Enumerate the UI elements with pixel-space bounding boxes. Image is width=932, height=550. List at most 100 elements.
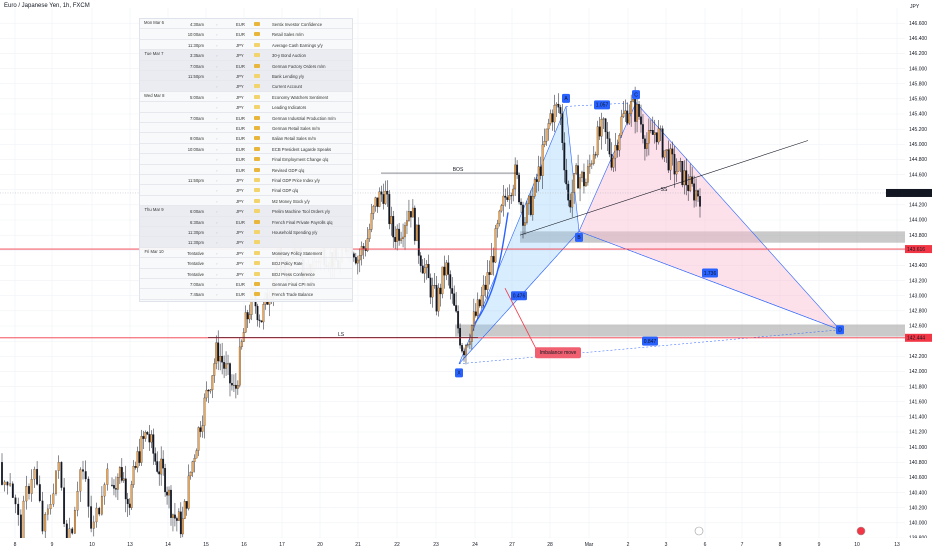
calendar-row[interactable]: 10:00am ◦ EUR Retail Sales m/m	[140, 29, 352, 40]
candle-body	[174, 514, 176, 519]
time-axis[interactable]: 8 9 10 13 14 15 16 17 20 21 22 23 24 27 28 Mar 2 3 6 7 8 9 10 1…	[0, 538, 932, 550]
economic-calendar[interactable]: Mon Mar 6 4:30am ◦ EUR Sentix Investor Confi…	[139, 18, 353, 302]
calendar-row[interactable]: ◦ JPY Current Account	[140, 81, 352, 92]
calendar-row[interactable]: 11:30pm ◦ JPY Household Spending y/y	[140, 227, 352, 238]
price-tick-label: 144.600	[909, 172, 927, 178]
candle-body	[100, 495, 103, 515]
candle-body	[622, 113, 625, 118]
calendar-row[interactable]: Thu Mar 9 6:00am ◦ JPY Prelim Machine Tool O…	[140, 206, 352, 217]
calendar-row[interactable]: Tentative ◦ JPY BOJ Policy Rate	[140, 258, 352, 269]
ratio-ac-label-bg	[594, 100, 610, 110]
time-tick-label: 9	[818, 542, 821, 548]
calendar-row[interactable]: 11:50pm ◦ JPY Final GDP Price Index y/y	[140, 175, 352, 186]
calendar-row[interactable]: ◦ JPY M2 Money Stock y/y	[140, 196, 352, 207]
candle-body	[512, 188, 515, 196]
calendar-row[interactable]: ◦ JPY Final GDP q/q	[140, 185, 352, 196]
candle-body	[577, 165, 579, 189]
calendar-row[interactable]: Wed Mar 8 5:00am ◦ JPY Economy Watchers Sent…	[140, 92, 352, 103]
candle-body	[46, 508, 49, 515]
candle-body	[175, 518, 178, 521]
price-tick-label: 144.000	[909, 218, 927, 224]
price-tick-label: 142.600	[909, 324, 927, 330]
calendar-currency: EUR	[236, 282, 245, 287]
calendar-row[interactable]: 11:30pm ◦ JPY Average Cash Earnings y/y	[140, 40, 352, 51]
calendar-row[interactable]: 7:00am ◦ EUR German Factory Orders m/m	[140, 60, 352, 71]
time-tick-label: Mar	[585, 542, 594, 548]
candle-body	[227, 363, 229, 365]
calendar-row[interactable]: 7:00am ◦ EUR German Final CPI m/m	[140, 279, 352, 290]
calendar-event: Current Account	[272, 84, 303, 90]
candle-body	[234, 384, 237, 389]
calendar-impact-icon: ◦	[216, 261, 218, 267]
calendar-row[interactable]: Fri Mar 10 Tentative ◦ JPY Monetary Policy S…	[140, 248, 352, 259]
candle-body	[673, 153, 676, 175]
calendar-row[interactable]: ◦ EUR German Retail Sales m/m	[140, 123, 352, 134]
candle-body	[372, 206, 375, 214]
candle-body	[596, 126, 599, 156]
event-marker	[694, 526, 704, 536]
candle-body	[217, 342, 220, 362]
price-tick-label: 145.200	[909, 127, 927, 133]
candle-body	[223, 362, 226, 369]
calendar-event: Household Spending y/y	[272, 230, 318, 235]
calendar-row[interactable]: 9:00am ◦ EUR Italian Retail Sales m/m	[140, 133, 352, 144]
candle-body	[55, 470, 57, 494]
demand-zone	[455, 324, 905, 337]
candle-body	[693, 183, 696, 201]
candle-body	[388, 194, 391, 225]
candle-body	[352, 253, 355, 258]
candle-body	[63, 487, 66, 524]
candle-body	[541, 144, 544, 176]
candle-body	[248, 314, 251, 320]
calendar-flag-icon	[254, 53, 260, 58]
calendar-row[interactable]: 11:50pm ◦ JPY Bank Lending y/y	[140, 71, 352, 82]
calendar-row[interactable]: 10:00am ◦ EUR ECB President Lagarde Speaks	[140, 144, 352, 155]
candle-body	[258, 319, 261, 321]
calendar-row[interactable]: 7:45am ◦ EUR French Trade Balance	[140, 289, 352, 300]
calendar-row[interactable]: Tue Mar 7 3:35am ◦ JPY 30-y Bond Auction	[140, 50, 352, 61]
calendar-impact-icon: ◦	[216, 32, 218, 38]
ratio-xd-label-bg	[642, 336, 658, 346]
price-axis[interactable]: 139.800140.000140.200140.400140.600140.8…	[905, 0, 932, 550]
price-tick-label: 143.200	[909, 278, 927, 284]
calendar-row[interactable]: 6:30am ◦ EUR French Final Private Payrolls …	[140, 216, 352, 227]
candle-body	[150, 434, 153, 443]
calendar-flag-icon	[254, 32, 260, 37]
time-tick-label: 15	[203, 542, 209, 548]
candle-body	[177, 511, 180, 521]
ratio-bd-label: 1.736	[704, 271, 717, 277]
candle-body	[166, 491, 168, 496]
calendar-row[interactable]: Mon Mar 6 4:30am ◦ EUR Sentix Investor Confi…	[140, 19, 352, 30]
candle-body	[445, 262, 448, 276]
calendar-flag-icon	[254, 219, 260, 224]
currency-label: JPY	[910, 4, 920, 10]
calendar-flag-icon	[254, 22, 260, 26]
calendar-row[interactable]: ◦ EUR Final Employment Change q/q	[140, 154, 352, 165]
calendar-event: BOJ Policy Rate	[272, 261, 303, 267]
calendar-day: Thu Mar 9	[144, 207, 164, 213]
candle-body	[439, 287, 442, 295]
calendar-row[interactable]: Tentative ◦ JPY BOJ Press Conference	[140, 269, 352, 279]
candle-body	[413, 207, 416, 241]
time-tick-label: 21	[355, 542, 361, 548]
calendar-row[interactable]: ◦ EUR Revised GDP q/q	[140, 165, 352, 175]
upper-price-tag: 143.616	[907, 247, 925, 253]
candle-body	[691, 176, 694, 184]
candle-body	[392, 216, 395, 238]
candle-body	[3, 481, 6, 485]
calendar-row[interactable]: 11:30pm ◦ JPY	[140, 237, 352, 248]
calendar-event: Economy Watchers Sentiment	[272, 94, 329, 100]
candle-body	[11, 483, 14, 498]
candle-body	[244, 312, 247, 333]
candle-body	[168, 489, 170, 496]
price-tick-label: 140.600	[909, 475, 927, 481]
calendar-row[interactable]: 7:00am ◦ EUR German Industrial Production m…	[140, 113, 352, 123]
calendar-currency: JPY	[236, 250, 244, 256]
calendar-day: Fri Mar 10	[144, 248, 164, 254]
lower-price-tag: 142.444	[907, 336, 925, 342]
calendar-impact-icon: ◦	[216, 136, 218, 142]
calendar-flag-icon	[254, 271, 260, 276]
calendar-currency: EUR	[236, 167, 245, 173]
calendar-row[interactable]: ◦ JPY Leading Indicators	[140, 102, 352, 113]
